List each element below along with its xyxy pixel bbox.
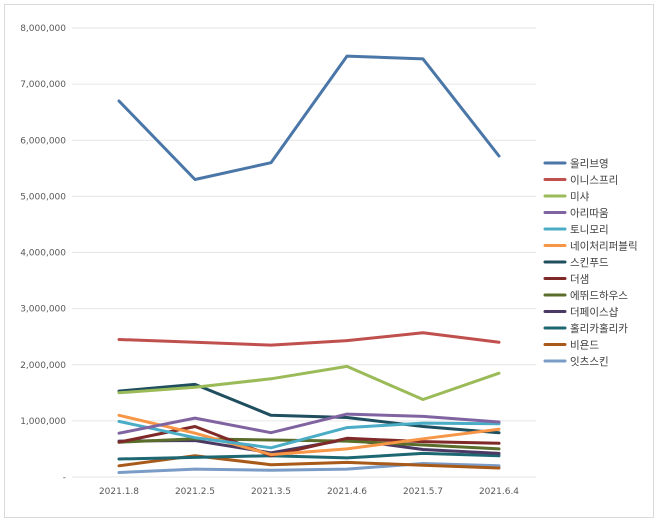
series-line: [117, 412, 501, 435]
series-line: [117, 382, 501, 435]
legend-label: 잇츠스킨: [570, 356, 609, 368]
legend-item: 토니모리: [543, 224, 609, 236]
x-tick-label: 2021.4.6: [327, 487, 367, 497]
legend-label: 에뛰드하우스: [570, 289, 628, 302]
x-tick-label: 2021.1.8: [99, 487, 139, 497]
y-tick-label: 2,000,000: [20, 361, 66, 371]
legend-label: 홀리카홀리카: [570, 322, 628, 335]
legend-item: 더샘: [543, 274, 589, 286]
y-tick-label: 4,000,000: [20, 249, 66, 259]
y-axis: - 1,000,000 2,000,000 3,000,000 4,000,000 5,0…: [20, 24, 66, 483]
legend-label: 더페이스샵: [570, 307, 619, 319]
x-tick-label: 2021.6.4: [479, 487, 519, 497]
legend-label: 올리브영: [570, 158, 609, 170]
y-tick-label: 6,000,000: [20, 136, 66, 146]
legend-label: 더샘: [570, 274, 589, 286]
y-tick-label: -: [63, 473, 66, 483]
y-tick-label: 3,000,000: [20, 305, 66, 315]
legend-label: 이니스프리: [570, 175, 618, 187]
x-axis: 2021.1.8 2021.2.5 2021.3.5 2021.4.6 2021.5.7…: [99, 487, 519, 497]
legend-item: 미샤: [543, 191, 590, 203]
legend-label: 스킨푸드: [570, 257, 609, 269]
series-line: [117, 413, 501, 457]
legend-label: 토니모리: [570, 224, 609, 236]
y-tick-label: 8,000,000: [20, 24, 66, 34]
y-tick-label: 1,000,000: [20, 417, 66, 427]
legend-item: 네이처리퍼블릭: [543, 241, 638, 253]
legend-item: 비욘드: [543, 340, 599, 352]
series-line: [117, 462, 501, 474]
grid-layer: [72, 27, 536, 478]
legend-label: 네이처리퍼블릭: [570, 241, 638, 253]
legend-item: 에뛰드하우스: [543, 289, 628, 302]
legend-item: 더페이스샵: [543, 307, 619, 319]
series-line: [117, 419, 501, 450]
series-layer: [117, 54, 501, 474]
legend-item: 이니스프리: [543, 175, 618, 187]
legend-item: 스킨푸드: [543, 257, 609, 269]
legend-label: 아리따움: [570, 208, 609, 220]
series-line: [117, 451, 501, 461]
legend-item: 잇츠스킨: [543, 356, 609, 368]
legend-item: 올리브영: [543, 158, 609, 170]
series-line: [117, 437, 501, 451]
series-line: [117, 54, 501, 181]
series-line: [117, 364, 501, 401]
x-tick-label: 2021.2.5: [175, 487, 215, 497]
y-tick-label: 7,000,000: [20, 80, 66, 90]
legend-item: 아리따움: [543, 208, 609, 220]
x-tick-label: 2021.3.5: [251, 487, 291, 497]
y-tick-label: 5,000,000: [20, 192, 66, 202]
legend-label: 미샤: [570, 191, 590, 203]
series-line: [117, 331, 501, 347]
x-tick-label: 2021.5.7: [403, 487, 443, 497]
legend-item: 홀리카홀리카: [543, 322, 628, 335]
legend: 올리브영이니스프리미샤아리따움토니모리네이처리퍼블릭스킨푸드더샘에뛰드하우스더페…: [543, 158, 638, 368]
legend-label: 비욘드: [570, 340, 599, 352]
